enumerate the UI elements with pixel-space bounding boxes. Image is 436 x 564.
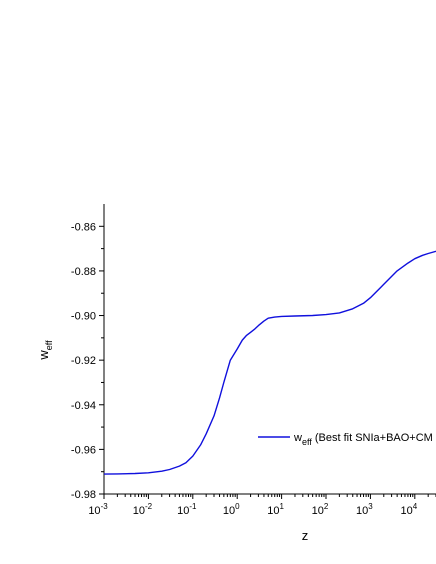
- y-tick-label: -0.90: [71, 311, 96, 323]
- x-tick-label: 104: [400, 502, 417, 517]
- y-tick-label: -0.88: [71, 266, 96, 278]
- legend: weff (Best fit SNIa+BAO+CM: [258, 432, 433, 447]
- y-tick-label: -0.92: [71, 355, 96, 367]
- x-tick-label: 10-1: [177, 502, 197, 517]
- series-line: [103, 250, 436, 475]
- y-tick-label: -0.86: [71, 221, 96, 233]
- axes: [103, 204, 436, 495]
- x-tick-label: 101: [267, 502, 284, 517]
- x-axis-label: z: [302, 528, 309, 543]
- series-layer: [103, 250, 436, 475]
- x-tick-label: 10-2: [133, 502, 153, 517]
- x-tick-label: 103: [356, 502, 373, 517]
- y-axis-label: weff: [36, 340, 54, 361]
- x-tick-label: 10-3: [88, 502, 108, 517]
- x-tick-label: 102: [312, 502, 329, 517]
- labels: z weff: [36, 340, 308, 543]
- legend-label: weff (Best fit SNIa+BAO+CM: [293, 432, 433, 447]
- y-tick-label: -0.98: [71, 489, 96, 501]
- x-tick-label: 100: [223, 502, 240, 517]
- y-tick-label: -0.96: [71, 444, 96, 456]
- y-tick-label: -0.94: [71, 400, 96, 412]
